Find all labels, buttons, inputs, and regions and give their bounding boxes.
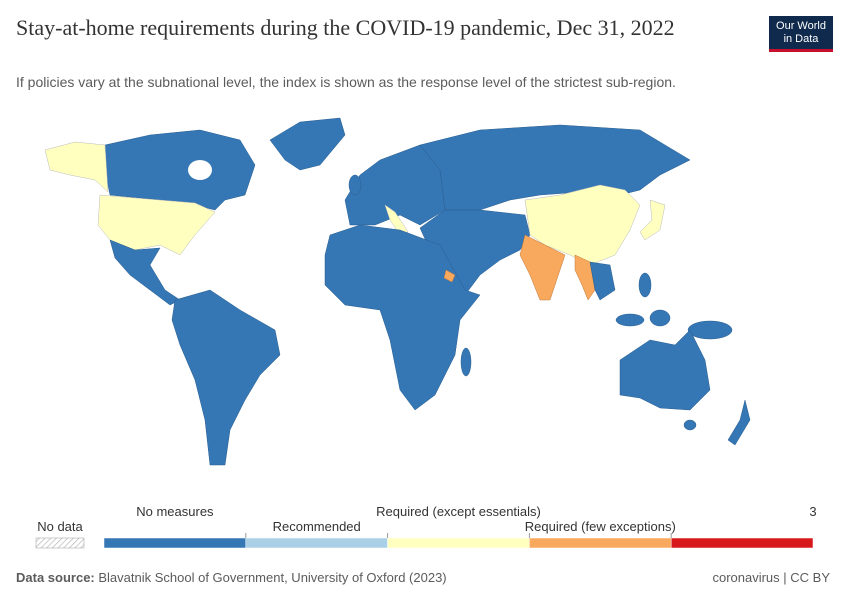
source-label: Data source: xyxy=(16,570,95,585)
legend-swatch xyxy=(529,537,672,549)
legend-swatch xyxy=(245,537,388,549)
logo-line: in Data xyxy=(783,33,819,45)
map: No data No measures Recommended Required (… xyxy=(35,117,817,549)
source-text: Blavatnik School of Government, Universi… xyxy=(98,570,447,585)
no-data-swatch xyxy=(35,537,85,549)
subtitle: If policies vary at the subnational leve… xyxy=(16,74,676,90)
license: coronavirus | CC BY xyxy=(712,570,830,585)
legend-end-tick: 3 xyxy=(809,504,816,519)
no-data-label: No data xyxy=(37,519,83,534)
logo-line: Our World xyxy=(776,20,826,32)
source: Data source: Blavatnik School of Governm… xyxy=(16,570,447,585)
legend-swatch xyxy=(103,537,247,549)
legend-label: Required (except essentials) xyxy=(376,504,541,519)
legend-swatch xyxy=(387,537,530,549)
legend: No data No measures Recommended Required (… xyxy=(35,504,817,549)
title: Stay-at-home requirements during the COV… xyxy=(16,15,675,40)
legend-label: No measures xyxy=(136,504,214,519)
legend-swatch xyxy=(670,537,814,549)
countries xyxy=(44,117,751,466)
logo[interactable]: Our World in Data xyxy=(769,16,833,52)
legend-label: Recommended xyxy=(273,519,361,534)
legend-label: Required (few exceptions) xyxy=(525,519,676,534)
